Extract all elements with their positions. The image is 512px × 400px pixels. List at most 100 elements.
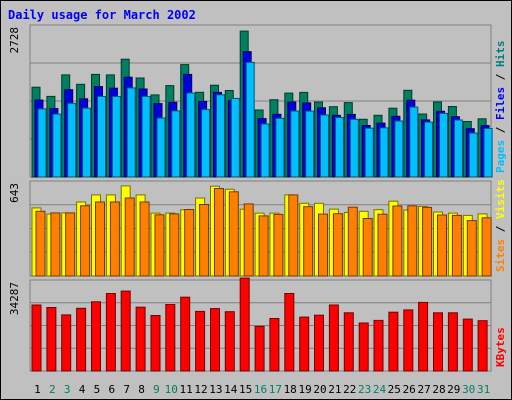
bar-sites-day-20 — [318, 213, 328, 277]
legend-entry: Hits — [494, 41, 507, 68]
bar-sites-day-4 — [80, 205, 91, 277]
bar-pages-day-11 — [186, 92, 196, 178]
bar-pages-day-29 — [453, 119, 463, 178]
x-tick-day-17: 17 — [269, 383, 282, 396]
bar-pages-day-20 — [320, 114, 329, 178]
bar-sites-day-22 — [347, 206, 358, 277]
bar-sites-day-23 — [362, 218, 373, 277]
bar-pages-day-12 — [201, 109, 211, 178]
max-label-hits: 2728 — [8, 27, 21, 54]
x-tick-day-14: 14 — [224, 383, 238, 396]
bar-pages-day-10 — [171, 110, 181, 178]
bar-kbytes-day-16 — [254, 325, 265, 372]
legend-entry: / — [494, 219, 507, 239]
bar-kbytes-day-27 — [418, 301, 429, 372]
bar-sites-day-5 — [95, 201, 105, 277]
bar-kbytes-day-28 — [433, 312, 443, 372]
bar-pages-day-8 — [141, 96, 151, 178]
bar-kbytes-day-12 — [195, 310, 206, 372]
bar-kbytes-day-31 — [477, 320, 488, 372]
bar-kbytes-day-11 — [180, 296, 191, 372]
x-tick-day-2: 2 — [49, 383, 56, 396]
bar-kbytes-day-19 — [299, 316, 310, 372]
bar-sites-day-21 — [332, 213, 343, 277]
bar-kbytes-day-1 — [31, 304, 42, 372]
legend-kbytes: KBytes — [494, 327, 507, 367]
x-tick-day-22: 22 — [343, 383, 356, 396]
x-tick-day-27: 27 — [417, 383, 430, 396]
x-tick-day-7: 7 — [123, 383, 130, 396]
x-tick-day-24: 24 — [373, 383, 387, 396]
bar-sites-day-27 — [422, 206, 433, 277]
bar-kbytes-day-24 — [373, 319, 384, 372]
x-tick-day-23: 23 — [358, 383, 371, 396]
bar-kbytes-day-7 — [120, 290, 131, 372]
bar-sites-day-12 — [199, 204, 210, 277]
bar-sites-day-6 — [109, 201, 120, 277]
bar-pages-day-7 — [126, 87, 136, 178]
x-tick-day-15: 15 — [239, 383, 252, 396]
bar-sites-day-28 — [437, 214, 447, 277]
bar-pages-day-2 — [52, 113, 62, 178]
x-tick-day-25: 25 — [388, 383, 401, 396]
bar-kbytes-day-18 — [284, 293, 295, 372]
bar-pages-day-4 — [82, 107, 92, 178]
bar-sites-day-1 — [35, 210, 46, 277]
x-tick-day-9: 9 — [153, 383, 160, 396]
bar-sites-day-17 — [273, 213, 284, 277]
bar-pages-day-19 — [305, 110, 315, 178]
legend-entry: / — [494, 120, 507, 140]
bar-sites-day-2 — [50, 212, 61, 277]
legend-entry: KBytes — [494, 327, 507, 367]
bar-pages-day-23 — [364, 127, 374, 178]
bar-pages-day-5 — [97, 96, 106, 178]
bar-pages-day-3 — [67, 102, 77, 178]
legend-hits: Pages / Files / Hits — [494, 41, 507, 174]
bar-pages-day-31 — [483, 128, 493, 178]
x-tick-day-26: 26 — [403, 383, 416, 396]
bar-pages-day-28 — [439, 112, 448, 178]
panel-hits: 2728 Pages / Files / Hits — [8, 24, 507, 178]
bar-kbytes-day-29 — [447, 312, 458, 372]
bar-kbytes-day-13 — [210, 308, 220, 372]
bar-sites-day-26 — [407, 205, 418, 277]
bar-sites-day-15 — [243, 203, 254, 277]
x-tick-day-8: 8 — [138, 383, 145, 396]
max-label-visits: 643 — [8, 183, 21, 203]
bar-sites-day-9 — [154, 214, 165, 277]
x-tick-day-10: 10 — [165, 383, 178, 396]
x-tick-day-16: 16 — [254, 383, 267, 396]
x-tick-day-20: 20 — [313, 383, 326, 396]
bar-kbytes-day-23 — [358, 322, 369, 372]
bar-sites-day-30 — [466, 220, 477, 277]
bar-pages-day-24 — [379, 127, 389, 178]
bar-pages-day-9 — [156, 117, 166, 178]
x-tick-day-1: 1 — [34, 383, 41, 396]
bar-sites-day-16 — [258, 215, 269, 277]
bar-sites-day-19 — [303, 206, 314, 277]
chart-title: Daily usage for March 2002 — [8, 8, 196, 22]
bar-sites-day-14 — [228, 191, 239, 277]
bar-sites-day-31 — [481, 217, 492, 277]
bar-sites-day-10 — [169, 213, 180, 277]
x-tick-day-6: 6 — [108, 383, 115, 396]
legend-visits: Sites / Visits — [494, 179, 507, 272]
bar-kbytes-day-3 — [61, 314, 72, 372]
bar-kbytes-day-26 — [403, 309, 414, 372]
bar-kbytes-day-8 — [135, 306, 146, 372]
x-tick-day-21: 21 — [328, 383, 341, 396]
panel-kbytes: 34287 KBytes — [8, 277, 507, 372]
bar-kbytes-day-4 — [76, 307, 87, 372]
bar-kbytes-day-14 — [224, 311, 235, 372]
x-tick-day-4: 4 — [79, 383, 86, 396]
bar-sites-day-18 — [288, 194, 299, 277]
bar-sites-day-3 — [65, 212, 76, 277]
bar-pages-day-18 — [290, 110, 300, 178]
legend-entry: / — [494, 67, 507, 87]
bar-kbytes-day-20 — [314, 314, 324, 372]
bar-pages-day-27 — [424, 121, 434, 178]
bar-pages-day-21 — [334, 117, 344, 178]
bar-kbytes-day-30 — [462, 318, 473, 372]
bar-pages-day-26 — [409, 106, 419, 178]
